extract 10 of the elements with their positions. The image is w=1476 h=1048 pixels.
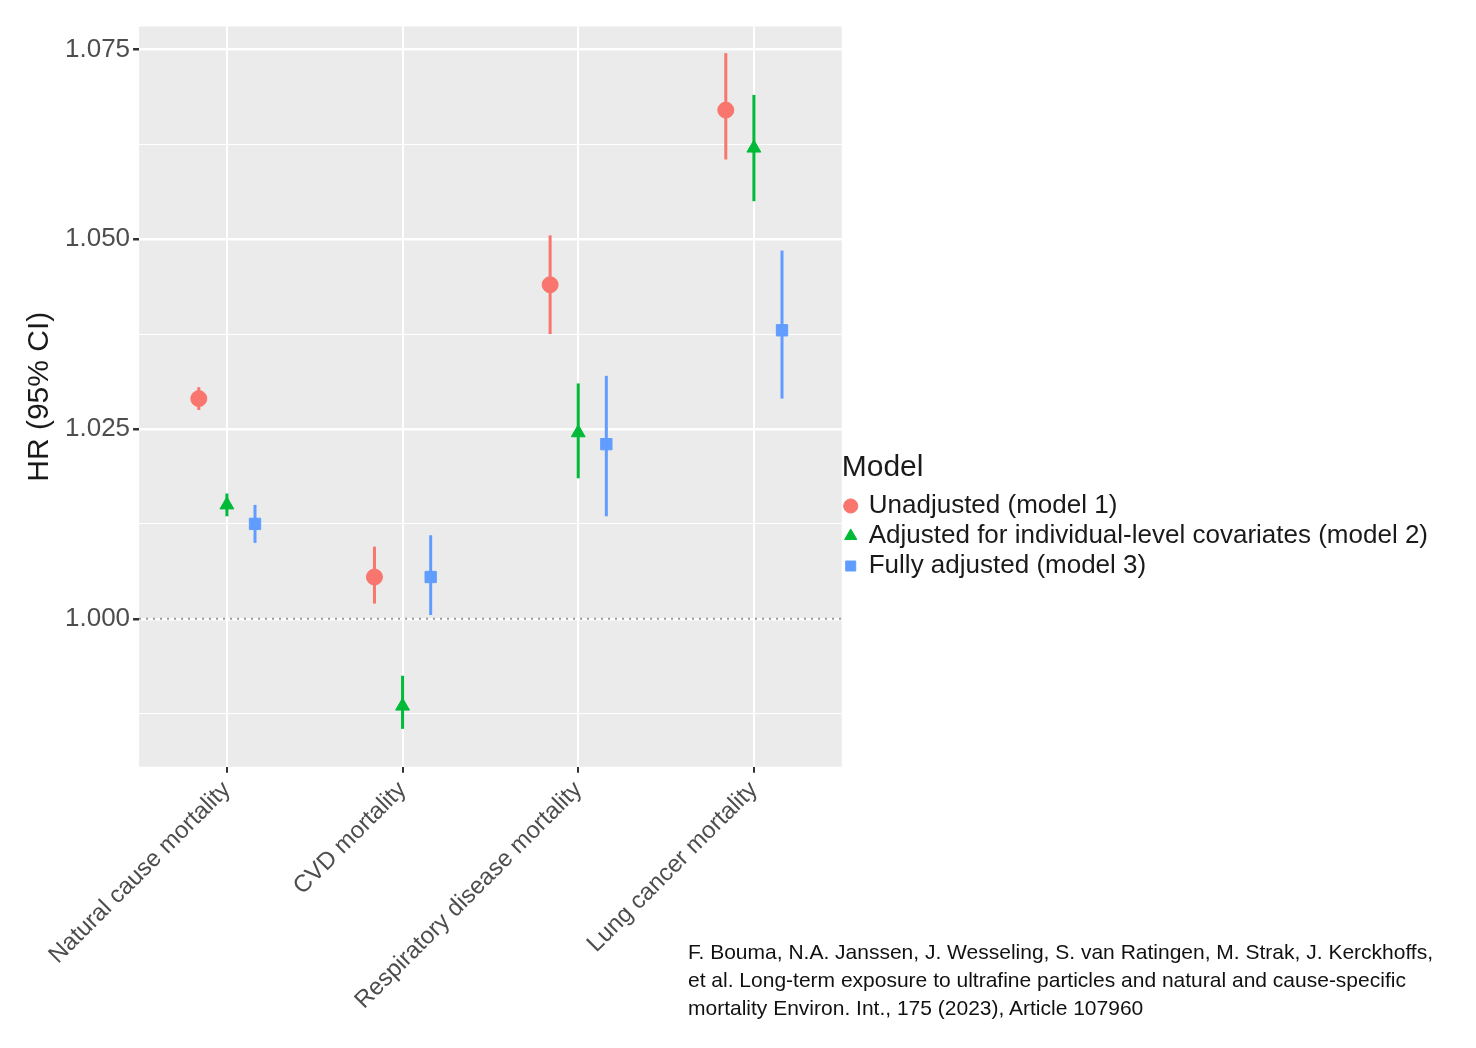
y-tick-label: 1.000	[64, 601, 131, 632]
y-tick-label: 1.050	[64, 222, 131, 253]
legend-label: Unadjusted (model 1)	[868, 489, 1118, 520]
y-tick-label: 1.025	[64, 412, 131, 443]
legend-label: Adjusted for individual-level covariates (model 2)	[868, 519, 1429, 550]
legend-title: Model	[841, 449, 924, 483]
y-tick-label: 1.075	[64, 32, 131, 63]
y-axis-title: HR (95% CI)	[21, 311, 55, 482]
legend-label: Fully adjusted (model 3)	[868, 549, 1147, 580]
text: F. Bouma, N.A. Janssen, J. Wesseling, S. van Ratingen, M. Strak, J. Kerckhoffs, et al. Long-term exposure to ultrafine particles and natural and cause-specific mortality Environ. Int., 175 (2023), Article 107960	[688, 939, 1435, 1021]
